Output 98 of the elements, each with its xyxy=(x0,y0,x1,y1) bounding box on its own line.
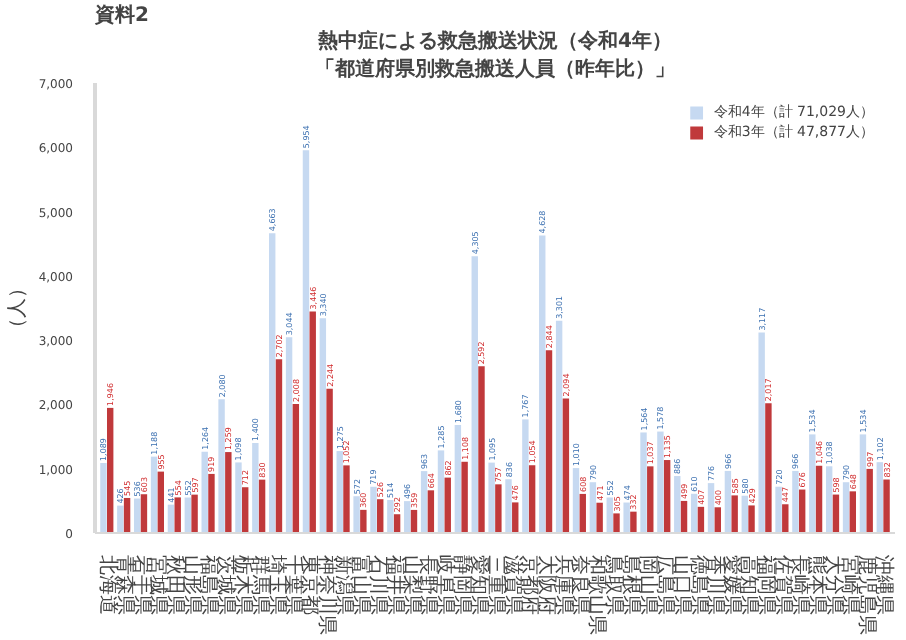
bar xyxy=(758,332,765,533)
chart-subtitle: 「都道府県別救急搬送人員（昨年比）」 xyxy=(315,57,675,81)
bar xyxy=(657,431,664,533)
bar xyxy=(370,486,377,533)
bar xyxy=(505,479,512,533)
bar xyxy=(815,465,823,533)
bar xyxy=(292,403,300,533)
bar xyxy=(741,495,748,533)
bar xyxy=(714,507,721,533)
bar xyxy=(269,233,276,533)
bar xyxy=(208,473,215,533)
bar xyxy=(488,462,495,533)
bar xyxy=(562,398,570,533)
bar xyxy=(387,499,394,533)
bar xyxy=(782,504,789,533)
bar xyxy=(106,407,114,533)
y-axis-title: （人） xyxy=(6,278,29,338)
bar xyxy=(218,399,225,533)
bar xyxy=(724,470,732,533)
bar xyxy=(235,462,242,533)
bar xyxy=(117,505,124,533)
x-tick-label: 宮崎県 xyxy=(838,555,863,615)
bar xyxy=(242,487,249,533)
bar xyxy=(876,462,884,533)
bar xyxy=(555,320,563,533)
bar xyxy=(157,471,165,533)
bar xyxy=(225,452,232,533)
bar xyxy=(842,482,850,533)
bar xyxy=(252,443,259,533)
bar xyxy=(690,493,698,533)
bar xyxy=(859,434,867,533)
bar xyxy=(444,477,451,533)
bar xyxy=(437,450,445,533)
bar xyxy=(528,465,536,533)
bar xyxy=(353,496,360,533)
bar xyxy=(393,514,401,533)
bar xyxy=(775,486,782,533)
bar xyxy=(680,500,688,533)
bar xyxy=(100,462,107,533)
bar xyxy=(539,235,546,533)
bar xyxy=(123,497,131,533)
bar xyxy=(809,434,816,533)
bar xyxy=(404,501,411,533)
bar xyxy=(285,337,293,533)
bar xyxy=(579,493,586,533)
x-tick-label: 宮城県 xyxy=(146,555,171,615)
text: 資料2 xyxy=(93,3,149,27)
bar xyxy=(640,432,647,533)
bar xyxy=(765,403,772,533)
chart-title: 熱中症による救急搬送状況（令和4年） xyxy=(316,29,672,53)
bar xyxy=(461,461,468,533)
bar xyxy=(377,499,384,533)
bar xyxy=(545,350,553,533)
bar xyxy=(150,456,158,533)
bar xyxy=(613,513,620,533)
x-tick-label: 北海道 xyxy=(95,555,120,615)
bar xyxy=(792,470,799,533)
bar xyxy=(140,494,148,533)
bar xyxy=(191,494,198,533)
bar xyxy=(572,468,580,533)
bar xyxy=(420,471,428,533)
bar xyxy=(258,479,266,533)
bar xyxy=(133,498,141,533)
bar xyxy=(731,495,738,533)
bar xyxy=(336,451,343,533)
bar xyxy=(495,484,502,533)
bar xyxy=(623,502,630,533)
bar xyxy=(647,466,654,533)
bar xyxy=(589,482,597,533)
bar xyxy=(674,476,681,533)
bar xyxy=(512,502,519,533)
bar xyxy=(825,466,833,533)
bar xyxy=(630,511,637,533)
bar xyxy=(883,479,890,533)
bar xyxy=(522,419,529,533)
bar xyxy=(596,502,603,533)
bar xyxy=(302,150,310,533)
bar xyxy=(866,468,873,533)
bar xyxy=(360,509,367,533)
bar xyxy=(798,489,806,533)
bar xyxy=(174,497,181,533)
bar xyxy=(319,318,327,533)
x-tick-label: 千葉県 xyxy=(281,555,306,615)
bar xyxy=(849,491,857,533)
bar xyxy=(343,465,350,533)
bar xyxy=(748,505,755,533)
bar xyxy=(663,460,671,533)
bar xyxy=(275,359,283,533)
x-tick-label: 長野県 xyxy=(416,555,439,615)
bar xyxy=(454,425,462,533)
bar xyxy=(326,388,333,533)
bar xyxy=(471,256,478,533)
bar xyxy=(309,311,316,533)
bar xyxy=(707,483,715,533)
bar xyxy=(832,494,840,533)
bar xyxy=(201,451,208,533)
bar xyxy=(427,490,435,533)
bar xyxy=(478,366,485,533)
